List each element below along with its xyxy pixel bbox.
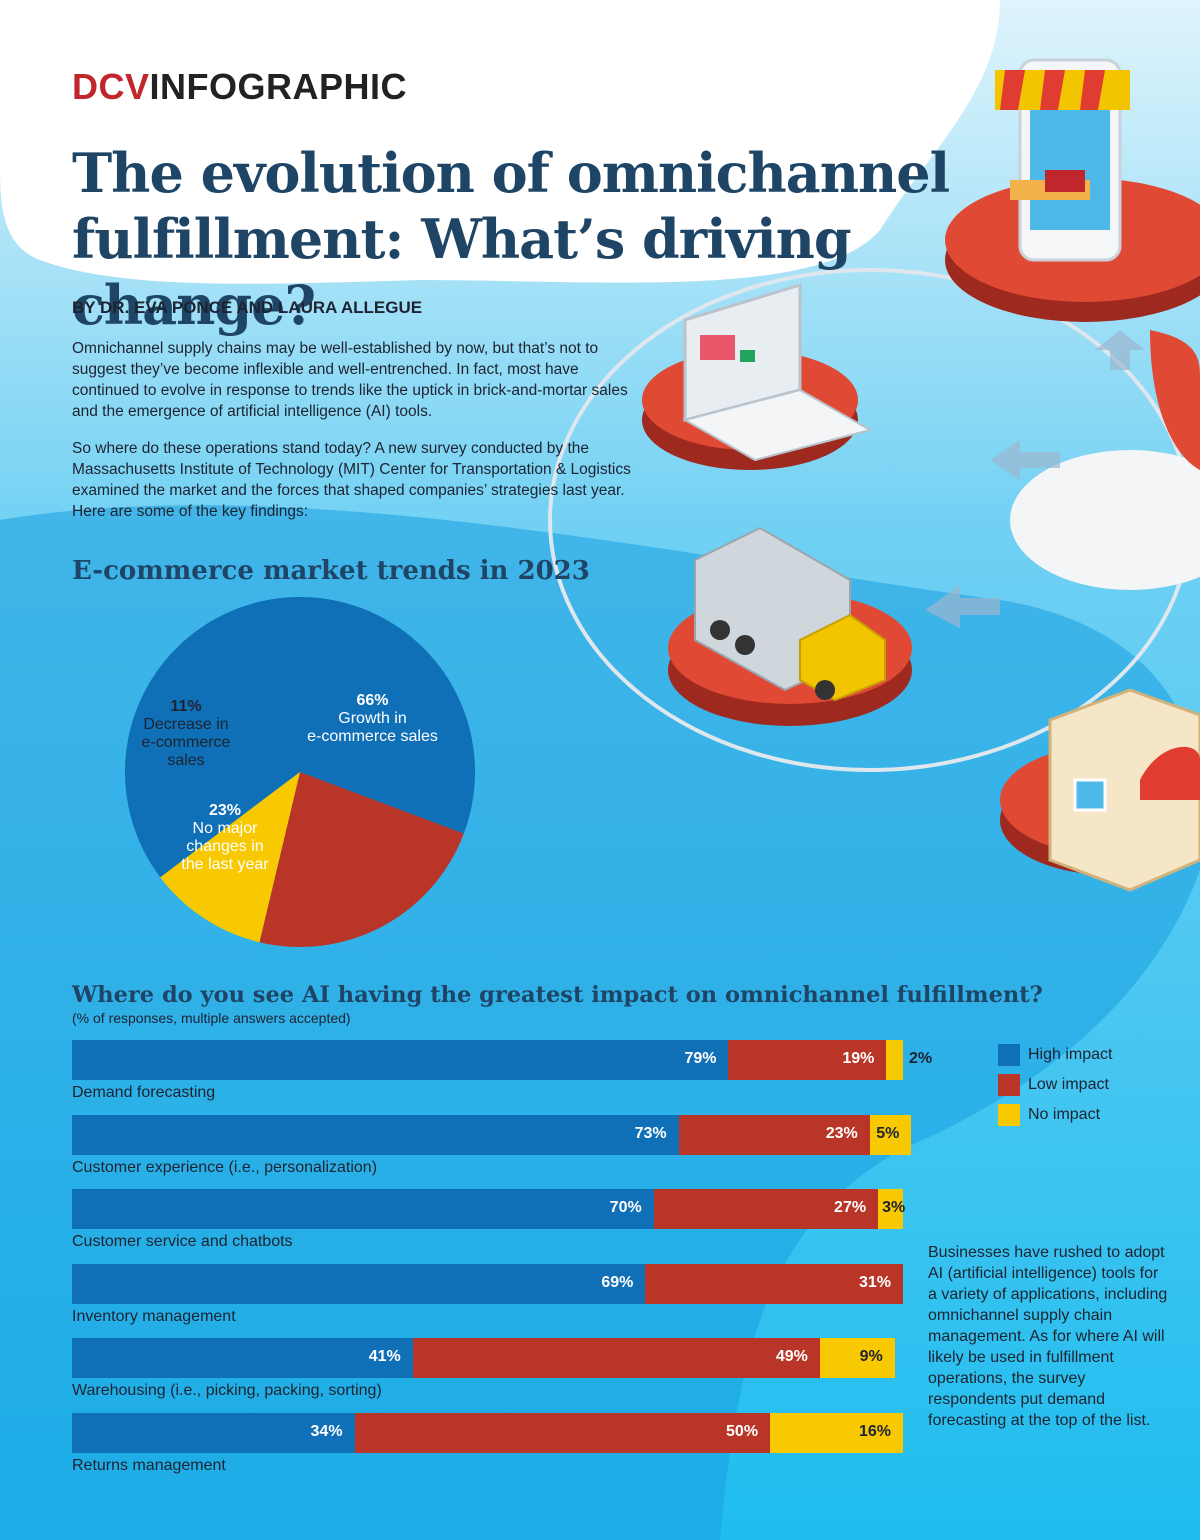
seg-high <box>72 1263 646 1304</box>
bar-legend: High impact Low impact No impact <box>998 1040 1112 1130</box>
pie-label-nochange: 23% No major changes in the last year <box>170 802 280 874</box>
bar-value-label: 41% <box>368 1348 401 1365</box>
seg-low <box>678 1114 870 1155</box>
pie-label-decrease-line-1: Decrease in <box>143 716 229 733</box>
bar-value-label: 19% <box>842 1050 875 1067</box>
bar-chart-subtitle: (% of responses, multiple answers accept… <box>72 1010 351 1026</box>
bar-value-label: 70% <box>609 1199 642 1216</box>
legend-item-high: High impact <box>998 1040 1112 1070</box>
pie-chart-title: E-commerce market trends in 2023 <box>72 556 590 586</box>
storefront-phone-icon <box>945 58 1200 322</box>
bar-row: 79% 19% 2% <box>72 1040 932 1080</box>
legend-label-high: High impact <box>1028 1046 1113 1063</box>
seg-none <box>770 1412 903 1453</box>
seg-high <box>72 1114 679 1155</box>
pie-label-decrease-line-2: e-commerce <box>141 734 231 751</box>
pie-slice-no-change <box>259 772 464 947</box>
bar-row: 73% 23% 5% <box>72 1114 912 1155</box>
legend-label-low: Low impact <box>1028 1076 1109 1093</box>
pie-slice-decrease <box>160 772 300 943</box>
intro-paragraph-2: So where do these operations stand today… <box>72 440 631 520</box>
bar-value-label: 50% <box>726 1422 759 1440</box>
bar-row: 69% 31% <box>72 1263 903 1304</box>
bar-value-label: 5% <box>876 1124 900 1142</box>
seg-high <box>72 1040 729 1080</box>
seg-low <box>728 1040 887 1080</box>
bar-value-label: 79% <box>684 1050 717 1067</box>
delivery-truck-icon <box>668 526 912 726</box>
seg-low <box>645 1263 903 1304</box>
bar-value-label: 49% <box>775 1348 808 1365</box>
bar-value-label: 27% <box>834 1199 867 1216</box>
byline: BY DR. EVA PONCE AND LAURA ALLEGUE <box>72 298 423 317</box>
pie-label-growth-pct: 66% <box>356 692 389 709</box>
bar-value-label: 16% <box>858 1422 891 1440</box>
pie-label-decrease-pct: 11% <box>170 698 202 715</box>
pie-label-decrease-line-3: sales <box>167 752 205 769</box>
pie-label-growth-line-1: Growth in <box>338 710 407 727</box>
bar-value-label: 73% <box>634 1124 667 1142</box>
bar-value-label: 69% <box>601 1273 634 1291</box>
bar-value-label: 31% <box>858 1273 891 1291</box>
pie-label-growth-line-2: e-commerce sales <box>307 728 438 745</box>
bar-row: 41% 49% 9% <box>72 1338 903 1378</box>
laptop-icon <box>642 282 873 470</box>
seg-low <box>354 1412 771 1453</box>
shop-building-icon <box>1000 688 1200 892</box>
page-title-line-1: The evolution of omnichannel <box>72 141 950 205</box>
bar-row: 34% 50% 16% <box>72 1412 903 1453</box>
legend-item-none: No impact <box>998 1100 1112 1130</box>
bar-chart-title: Where do you see AI having the greatest … <box>72 982 1043 1008</box>
brand-part-2: INFOGRAPHIC <box>149 66 408 107</box>
legend-swatch-none <box>998 1104 1020 1126</box>
seg-high <box>72 1412 355 1453</box>
seg-low <box>412 1338 820 1378</box>
side-note: Businesses have rushed to adopt AI (arti… <box>928 1244 1168 1429</box>
bar-value-label: 34% <box>310 1422 343 1440</box>
pie-slice-growth <box>125 597 476 878</box>
bar-value-label: 23% <box>825 1124 858 1142</box>
white-cloud-shape <box>0 0 1000 284</box>
bar-value-label: 2% <box>909 1050 933 1067</box>
legend-swatch-high <box>998 1044 1020 1066</box>
seg-none <box>819 1338 895 1378</box>
seg-none <box>886 1040 903 1080</box>
pie-label-nochange-line-3: the last year <box>181 856 269 873</box>
brand-logo: DCVINFOGRAPHIC <box>72 66 407 108</box>
intro-paragraph-1: Omnichannel supply chains may be well-es… <box>72 340 628 420</box>
page-title-line-2: fulfillment: What’s driving change? <box>72 207 852 337</box>
pie-label-decrease: 11% Decrease in e-commerce sales <box>128 698 244 770</box>
cycle-arrows-icon <box>925 330 1200 628</box>
legend-swatch-low <box>998 1074 1020 1096</box>
pie-label-nochange-line-2: changes in <box>186 838 264 855</box>
pie-label-nochange-pct: 23% <box>208 802 242 819</box>
seg-high <box>72 1338 413 1378</box>
seg-high <box>72 1189 654 1229</box>
bar-value-label: 9% <box>859 1348 883 1365</box>
seg-none <box>869 1114 912 1155</box>
brand-part-1: DCV <box>72 66 150 107</box>
bar-row: 70% 27% 3% <box>72 1189 906 1229</box>
pie-label-growth: 66% Growth in e-commerce sales <box>290 692 455 746</box>
legend-item-low: Low impact <box>998 1070 1112 1100</box>
bar-value-label: 3% <box>882 1199 906 1216</box>
pie-label-nochange-line-1: No major <box>192 820 258 837</box>
seg-low <box>653 1189 879 1229</box>
page-title: The evolution of omnichannel fulfillment… <box>72 140 972 338</box>
seg-none <box>878 1189 903 1229</box>
legend-label-none: No impact <box>1028 1106 1101 1123</box>
